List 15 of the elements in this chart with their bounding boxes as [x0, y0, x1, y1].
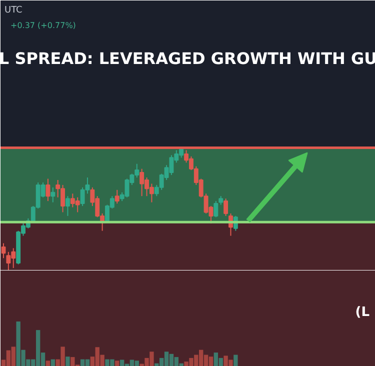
- candlestick: [46, 178, 50, 202]
- text: UTC: [4, 6, 22, 16]
- candlestick: [214, 200, 218, 218]
- bar: [66, 356, 70, 366]
- candlestick: [224, 198, 228, 216]
- bar: [115, 360, 120, 366]
- text: +0.37 (+0.77%): [10, 21, 76, 30]
- text: (L: [355, 305, 370, 320]
- candlestick: [1, 242, 6, 259]
- candlestick: [65, 196, 70, 216]
- bar: [234, 354, 238, 366]
- candlestick: [114, 189, 120, 204]
- bar: [46, 360, 50, 366]
- bar: [50, 359, 55, 366]
- candlestick: [50, 186, 56, 203]
